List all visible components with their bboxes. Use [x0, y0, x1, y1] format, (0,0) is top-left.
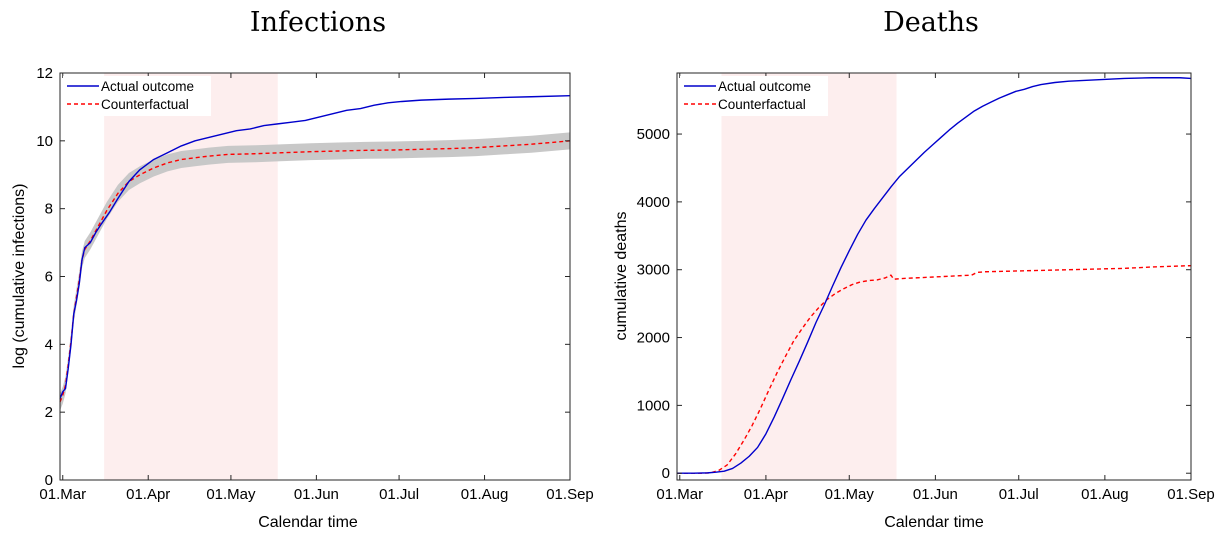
- x-tick-label: 01.Aug: [1081, 486, 1129, 503]
- legend: Actual outcome Counterfactual: [680, 76, 828, 116]
- x-tick-label: 01.May: [206, 486, 256, 503]
- x-axis-label: Calendar time: [884, 514, 984, 531]
- legend-label-counterfactual: Counterfactual: [101, 97, 189, 112]
- x-tick-label: 01.Sep: [546, 486, 594, 503]
- y-tick-label: 4: [45, 336, 53, 353]
- chart-title: Deaths: [883, 7, 979, 38]
- x-tick-label: 01.Apr: [744, 486, 788, 503]
- y-tick-label: 6: [45, 269, 53, 286]
- y-tick-label: 12: [36, 65, 53, 82]
- y-tick-label: 1000: [637, 397, 670, 414]
- x-tick-label: 01.Mar: [656, 486, 703, 503]
- chart-title: Infections: [250, 7, 386, 38]
- legend: Actual outcome Counterfactual: [63, 76, 211, 116]
- x-tick-label: 01.Jun: [294, 486, 339, 503]
- legend-label-actual: Actual outcome: [718, 79, 811, 94]
- y-tick-label: 2: [45, 404, 53, 421]
- y-tick-label: 2000: [637, 330, 670, 347]
- y-tick-label: 0: [45, 472, 53, 489]
- series-line-actual-outcome: [59, 95, 571, 399]
- x-axis-label: Calendar time: [258, 514, 358, 531]
- y-tick-label: 0: [662, 465, 670, 482]
- x-tick-label: 01.Jul: [379, 486, 419, 503]
- y-tick-label: 5000: [637, 126, 670, 143]
- intervention-shaded-region: [104, 73, 278, 480]
- series-line-actual-outcome: [677, 77, 1192, 474]
- x-tick-label: 01.Jul: [999, 486, 1039, 503]
- x-tick-label: 01.May: [825, 486, 875, 503]
- legend-label-actual: Actual outcome: [101, 79, 194, 94]
- legend-label-counterfactual: Counterfactual: [718, 97, 806, 112]
- y-tick-label: 4000: [637, 194, 670, 211]
- y-tick-label: 10: [36, 133, 53, 150]
- x-tick-label: 01.Mar: [39, 486, 86, 503]
- intervention-shaded-region: [721, 73, 897, 480]
- x-tick-label: 01.Jun: [913, 486, 958, 503]
- infections-panel: Infections 01.Mar 01.Apr 01.May 01.Jun 01.Ju…: [11, 7, 594, 531]
- x-tick-label: 01.Aug: [461, 486, 509, 503]
- y-tick-label: 8: [45, 201, 53, 218]
- series-line-counterfactual: [677, 264, 1192, 474]
- x-tick-label: 01.Sep: [1167, 486, 1215, 503]
- plot-frame: [676, 72, 1192, 481]
- x-tick-label: 01.Apr: [126, 486, 170, 503]
- y-tick-label: 3000: [637, 262, 670, 279]
- y-axis-label: log (cumulative infections): [11, 184, 28, 369]
- y-axis-label: cumulative deaths: [613, 212, 630, 341]
- deaths-panel: Deaths 01.Mar 01.Apr 01.May 01.Jun 01.Jul 01.…: [613, 7, 1215, 531]
